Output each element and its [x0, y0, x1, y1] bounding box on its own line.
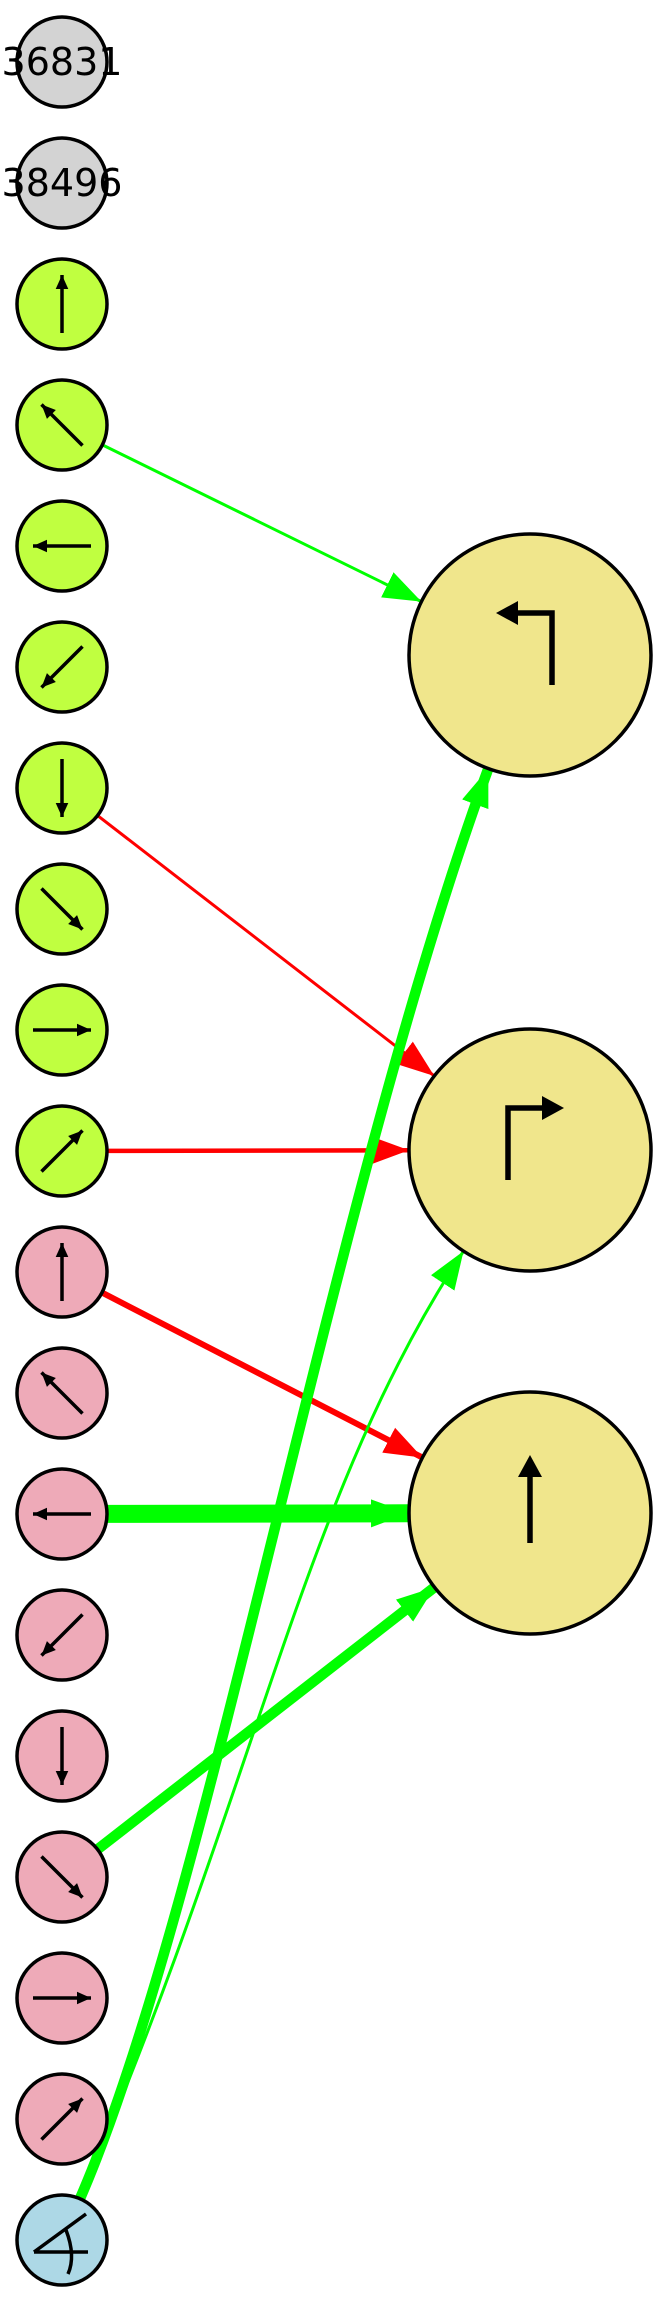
angle-icon [32, 2212, 88, 2275]
edges-layer [74, 443, 494, 2204]
output-node-turn-right [407, 1027, 653, 1273]
straight-arrow-icon [518, 1455, 542, 1543]
input-node-down-arrow-pink [15, 1709, 109, 1803]
input-node-down-left-arrow-green [15, 620, 109, 714]
input-node-down-right-arrow-pink [15, 1830, 109, 1924]
turn-left-arrow-icon [496, 601, 555, 685]
nodes-layer: 36831 38496 [2, 15, 653, 2287]
input-node-up-right-arrow-green [15, 1104, 109, 1198]
input-node-left-arrow-green [15, 499, 109, 593]
output-node-straight [407, 1390, 653, 1636]
input-node-angle-blue [15, 2193, 109, 2287]
edge-n3-to-o0 [100, 443, 423, 604]
down-right-arrow-icon [40, 1855, 84, 1899]
right-arrow-icon [33, 1023, 91, 1037]
input-node-right-arrow-green [15, 983, 109, 1077]
edge-n18-to-o1 [78, 1249, 466, 2201]
turn-right-arrow-icon [505, 1096, 564, 1180]
output-node-turn-left [407, 532, 653, 778]
left-arrow-icon [33, 539, 91, 553]
up-arrow-icon [55, 275, 69, 333]
down-arrow-icon [55, 1727, 69, 1785]
up-right-arrow-icon [40, 1129, 84, 1173]
right-arrow-icon [33, 1991, 91, 2005]
input-node-left-arrow-pink [15, 1467, 109, 1561]
left-arrow-icon [33, 1507, 91, 1521]
up-arrow-icon [55, 1243, 69, 1301]
up-left-arrow-icon [40, 1371, 84, 1415]
input-node-down-left-arrow-pink [15, 1588, 109, 1682]
node-label: 36831 [2, 40, 123, 84]
input-node-up-arrow-green [15, 257, 109, 351]
edge-n15-to-o2 [92, 1582, 440, 1855]
edge-n9-to-o1 [104, 1136, 412, 1165]
down-right-arrow-icon [40, 887, 84, 931]
node-label: 38496 [2, 161, 123, 205]
input-node-text-gray: 36831 [2, 15, 123, 109]
down-left-arrow-icon [40, 1613, 84, 1657]
input-node-up-left-arrow-green [15, 378, 109, 472]
input-node-right-arrow-pink [15, 1951, 109, 2045]
input-node-down-arrow-green [15, 741, 109, 835]
edge-n12-to-o2 [98, 1499, 418, 1528]
down-arrow-icon [55, 759, 69, 817]
input-node-up-arrow-pink [15, 1225, 109, 1319]
input-node-up-right-arrow-pink [15, 2072, 109, 2166]
input-node-text-gray: 38496 [2, 136, 123, 230]
input-node-up-left-arrow-pink [15, 1346, 109, 1440]
up-right-arrow-icon [40, 2097, 84, 2141]
down-left-arrow-icon [40, 645, 84, 689]
edge-n6-to-o1 [96, 814, 436, 1078]
up-left-arrow-icon [40, 403, 84, 447]
edge-n18-to-o0 [74, 763, 494, 2204]
input-node-down-right-arrow-green [15, 862, 109, 956]
edge-n10-to-o2 [99, 1289, 426, 1461]
